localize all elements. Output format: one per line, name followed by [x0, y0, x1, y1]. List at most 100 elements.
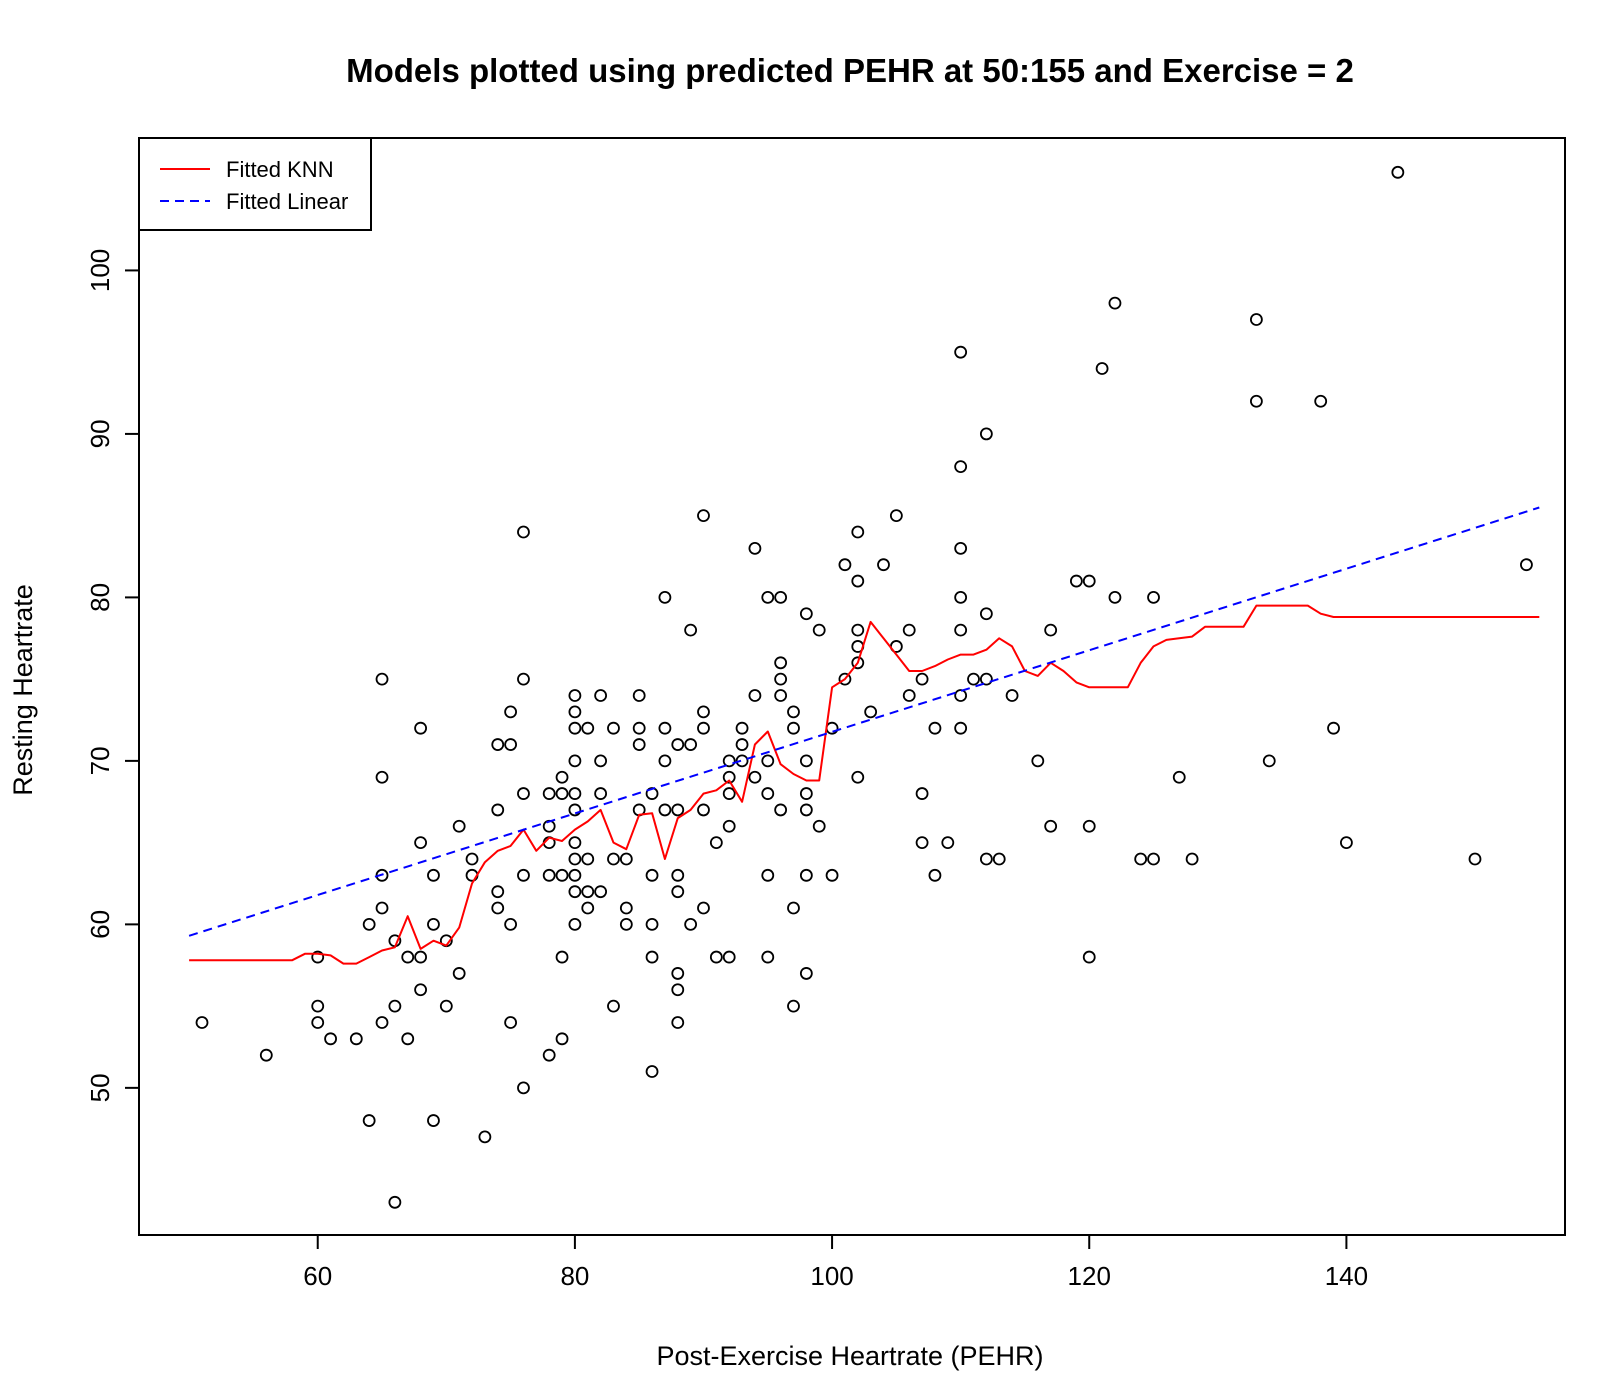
data-point — [722, 819, 736, 833]
data-point — [594, 787, 608, 800]
data-point — [517, 525, 530, 539]
data-point — [735, 754, 749, 768]
data-point — [504, 1016, 518, 1029]
data-point — [928, 868, 942, 882]
data-point — [709, 836, 723, 850]
data-point — [1340, 836, 1353, 850]
data-point — [581, 721, 595, 735]
data-point — [851, 525, 865, 539]
data-point — [684, 917, 698, 931]
data-point — [362, 1114, 376, 1127]
data-point — [851, 656, 865, 670]
data-point — [555, 950, 569, 964]
data-point — [491, 803, 505, 817]
data-point — [568, 689, 582, 702]
data-point — [362, 917, 376, 931]
data-point — [311, 1016, 325, 1029]
data-point — [812, 623, 826, 637]
data-point — [568, 868, 582, 882]
data-point — [902, 689, 916, 702]
data-point — [735, 738, 749, 751]
y-tick-label: 50 — [85, 1073, 115, 1102]
data-point — [645, 868, 659, 882]
chart-title: Models plotted using predicted PEHR at 5… — [346, 52, 1354, 89]
data-point — [645, 917, 659, 931]
data-point — [774, 689, 788, 702]
data-point — [954, 721, 968, 735]
legend-box — [138, 137, 372, 231]
data-point — [1468, 852, 1482, 866]
data-point — [954, 345, 968, 359]
data-point — [774, 803, 788, 817]
data-point — [1082, 574, 1096, 588]
data-point — [671, 967, 685, 980]
data-point — [697, 721, 710, 735]
data-point — [555, 1032, 569, 1046]
data-point — [954, 460, 968, 474]
data-point — [787, 705, 800, 719]
data-point — [954, 689, 968, 702]
data-point — [645, 1065, 659, 1078]
data-point — [722, 770, 736, 784]
data-point — [504, 917, 518, 931]
data-point — [851, 574, 865, 588]
data-point — [311, 999, 325, 1013]
data-point — [658, 803, 672, 817]
data-point — [619, 852, 633, 866]
data-point — [658, 754, 672, 768]
data-point — [787, 721, 800, 735]
data-point — [1327, 721, 1340, 735]
data-point — [799, 967, 813, 980]
data-point — [504, 705, 518, 719]
data-point — [671, 868, 685, 882]
data-point — [401, 950, 415, 964]
data-point — [671, 885, 685, 899]
data-point — [568, 852, 582, 866]
x-tick-label: 60 — [303, 1261, 332, 1291]
data-point — [568, 917, 582, 931]
data-point — [954, 541, 968, 555]
data-point — [568, 787, 582, 800]
plot-area — [138, 137, 1566, 1236]
data-point — [645, 950, 659, 964]
data-point — [825, 721, 839, 735]
data-point — [504, 738, 518, 751]
data-point — [671, 738, 685, 751]
data-point — [825, 868, 839, 882]
data-point — [619, 917, 633, 931]
data-point — [761, 754, 775, 768]
data-point — [1391, 165, 1405, 179]
data-point — [349, 1032, 363, 1046]
data-point — [684, 738, 698, 751]
y-tick-label: 80 — [85, 583, 115, 612]
data-point — [748, 689, 762, 702]
data-point — [1147, 852, 1160, 866]
data-point — [388, 999, 402, 1013]
data-point — [799, 787, 813, 800]
data-point — [324, 1032, 337, 1046]
data-point — [941, 836, 955, 850]
data-point — [671, 803, 685, 817]
data-point — [1314, 394, 1328, 408]
y-tick-label: 90 — [85, 419, 115, 448]
plot-frame — [138, 137, 1566, 1236]
data-point — [658, 721, 672, 735]
data-point — [1147, 590, 1160, 604]
data-point — [594, 689, 608, 702]
data-point — [1108, 296, 1122, 310]
legend: Fitted KNN Fitted Linear — [138, 137, 372, 231]
data-point — [491, 901, 505, 915]
data-point — [607, 852, 620, 866]
data-point — [1069, 574, 1083, 588]
data-point — [414, 721, 427, 735]
data-point — [979, 427, 993, 441]
data-point — [568, 705, 582, 719]
data-point — [568, 803, 582, 817]
data-point — [542, 868, 556, 882]
data-point — [632, 721, 646, 735]
data-point — [851, 623, 865, 637]
y-axis-label: Resting Heartrate — [8, 584, 38, 796]
data-point — [774, 672, 788, 686]
data-point — [748, 541, 762, 555]
